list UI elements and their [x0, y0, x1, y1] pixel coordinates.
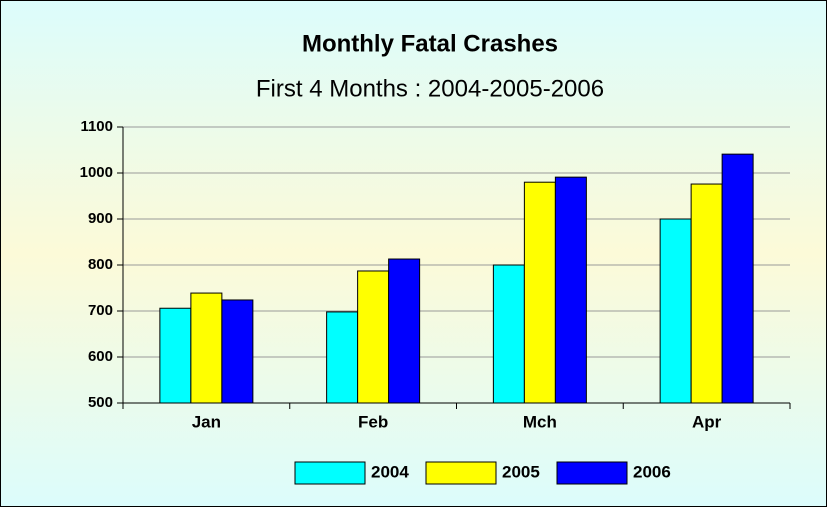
bar [357, 270, 390, 404]
x-tick-label: Feb [358, 412, 388, 431]
bar [721, 153, 754, 404]
y-tick-label: 700 [88, 302, 113, 319]
bar [690, 183, 723, 404]
bar [523, 181, 556, 404]
legend-label: 2006 [633, 462, 671, 481]
chart-title: Monthly Fatal Crashes [302, 30, 558, 57]
legend-swatch [425, 461, 497, 485]
x-tick-label: Jan [192, 412, 221, 431]
bar [326, 311, 359, 404]
legend-label: 2005 [502, 462, 540, 481]
y-tick-label: 800 [88, 256, 113, 273]
x-tick-label: Apr [692, 412, 722, 431]
bar [659, 218, 692, 404]
y-tick-label: 500 [88, 394, 113, 411]
bar [554, 176, 587, 404]
bar [221, 299, 254, 404]
legend-label: 2004 [371, 462, 409, 481]
legend-swatch [556, 461, 628, 485]
legend-swatch [294, 461, 366, 485]
bar [190, 292, 223, 404]
y-tick-label: 600 [88, 348, 113, 365]
y-tick-label: 1100 [80, 118, 113, 135]
bar [492, 264, 525, 404]
x-tick-label: Mch [523, 412, 557, 431]
y-tick-label: 900 [88, 210, 113, 227]
bar [159, 307, 192, 404]
bar [388, 258, 421, 404]
y-tick-label: 1000 [80, 164, 113, 181]
chart-subtitle: First 4 Months : 2004-2005-2006 [256, 75, 604, 102]
